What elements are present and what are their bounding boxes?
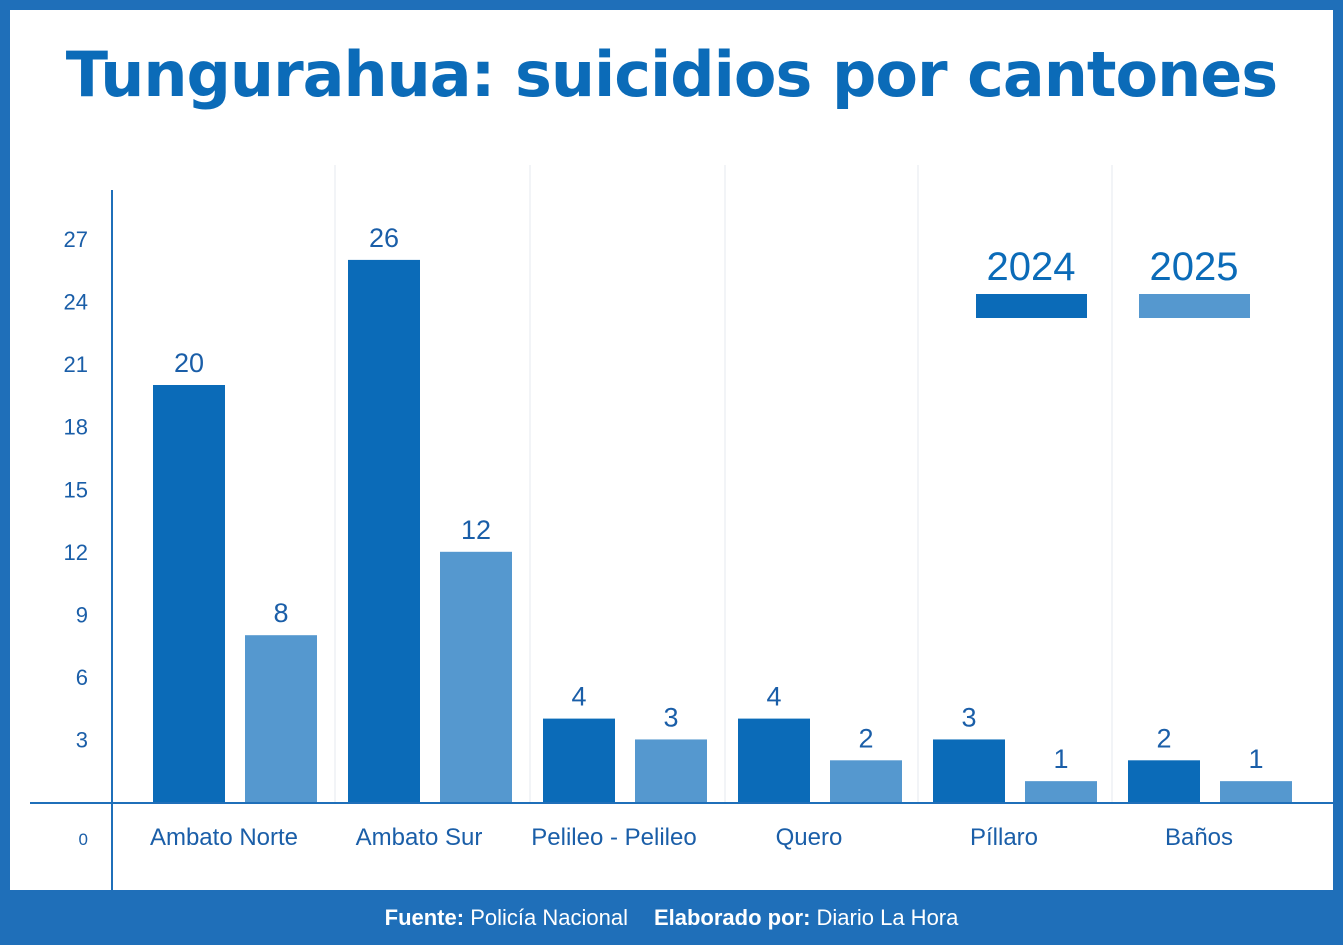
chart-title: Tungurahua: suicidios por cantones: [65, 38, 1278, 111]
value-label-2024-2: 4: [571, 682, 586, 712]
y-tick-label: 15: [64, 477, 88, 502]
category-label-1: Ambato Sur: [356, 824, 483, 851]
bar-2025-4: [1025, 781, 1097, 802]
bar-2024-4: [933, 739, 1005, 802]
category-label-0: Ambato Norte: [150, 824, 298, 851]
value-label-2024-4: 3: [961, 702, 976, 732]
bar-2024-3: [738, 718, 810, 802]
value-label-2025-5: 1: [1248, 744, 1263, 774]
value-label-2024-0: 20: [174, 348, 204, 378]
value-label-2025-1: 12: [461, 515, 491, 545]
value-label-2025-0: 8: [273, 598, 288, 628]
legend-label-2024: 2024: [987, 245, 1076, 289]
y-tick-label: 21: [64, 352, 88, 377]
bar-2025-5: [1220, 781, 1292, 802]
legend-swatch-2025: [1139, 294, 1250, 318]
value-label-2025-2: 3: [663, 702, 678, 732]
value-label-2025-3: 2: [858, 723, 873, 753]
legend-swatch-2024: [976, 294, 1087, 318]
bar-2025-0: [245, 635, 317, 802]
y-tick-label: 12: [64, 540, 88, 565]
value-label-2024-1: 26: [369, 223, 399, 253]
bar-2024-0: [153, 385, 225, 802]
bar-2024-1: [348, 259, 420, 802]
source-label: Fuente:: [384, 904, 465, 930]
legend-label-2025: 2025: [1150, 245, 1239, 289]
bar-2024-2: [543, 718, 615, 802]
category-label-2: Pelileo - Pelileo: [531, 824, 696, 851]
y-tick-label: 27: [64, 227, 88, 252]
y-tick-label: 3: [76, 727, 88, 752]
category-label-4: Píllaro: [970, 824, 1038, 851]
bar-2025-2: [635, 739, 707, 802]
y-tick-label: 18: [64, 415, 88, 440]
y-tick-label: 24: [64, 290, 88, 315]
y-tick-label: 6: [76, 665, 88, 690]
source-value: Policía Nacional: [470, 904, 628, 930]
source-credit: Fuente: Policía Nacional: [385, 905, 628, 931]
bar-2024-5: [1128, 760, 1200, 802]
author-label: Elaborado por:: [653, 904, 811, 930]
footer-credits: Fuente: Policía Nacional Elaborado por: …: [0, 890, 1343, 945]
y-tick-label: 9: [76, 602, 88, 627]
value-label-2025-4: 1: [1053, 744, 1068, 774]
bar-2025-3: [830, 760, 902, 802]
author-value: Diario La Hora: [816, 904, 959, 930]
category-label-3: Quero: [776, 824, 843, 851]
author-credit: Elaborado por: Diario La Hora: [654, 905, 958, 931]
value-label-2024-5: 2: [1156, 723, 1171, 753]
bar-2025-1: [440, 551, 512, 802]
y-tick-label: 0: [79, 830, 88, 849]
category-label-5: Baños: [1165, 824, 1233, 851]
value-label-2024-3: 4: [766, 682, 781, 712]
